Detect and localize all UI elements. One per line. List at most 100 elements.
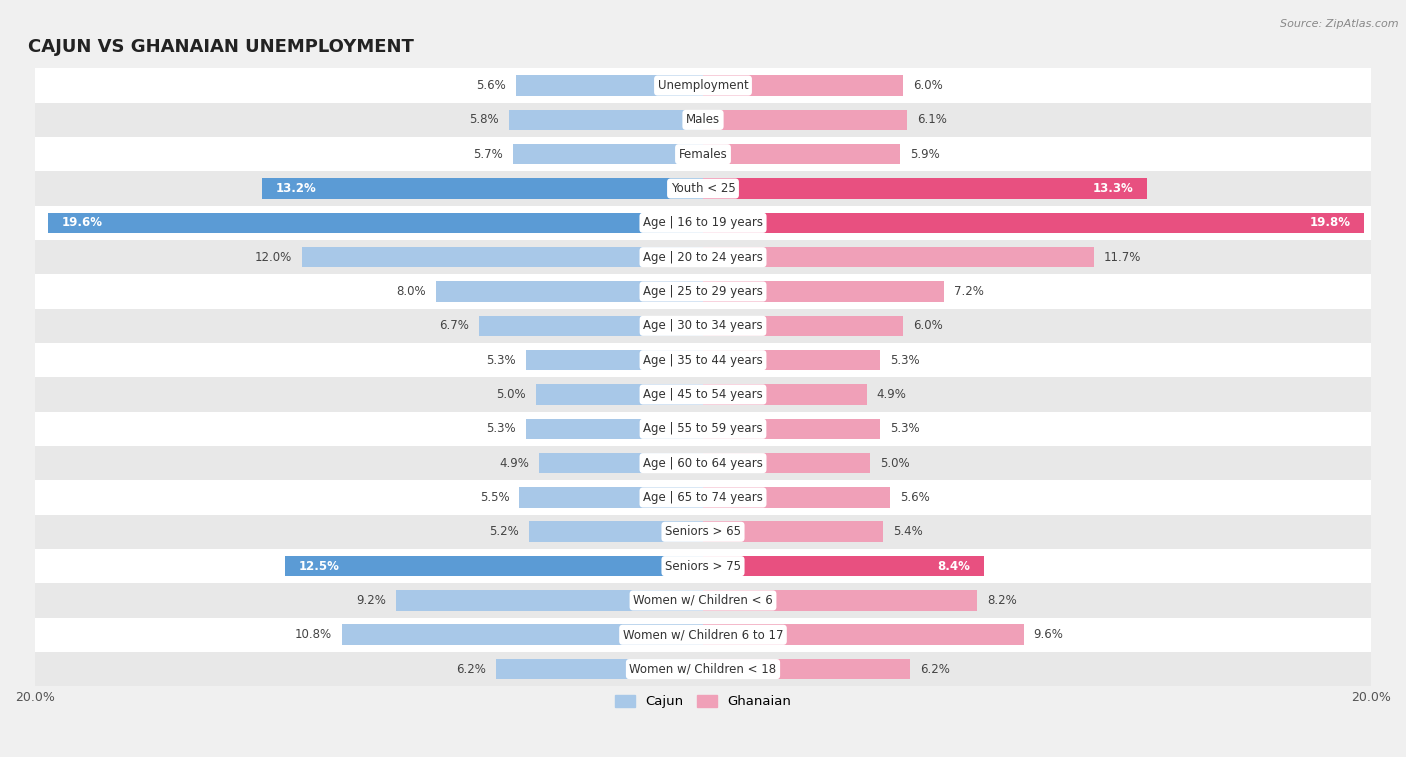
Bar xyxy=(35,206,1371,240)
Text: 5.9%: 5.9% xyxy=(910,148,939,160)
Text: 19.8%: 19.8% xyxy=(1310,217,1351,229)
Text: 5.0%: 5.0% xyxy=(880,456,910,469)
Bar xyxy=(35,240,1371,274)
Bar xyxy=(35,103,1371,137)
Bar xyxy=(35,274,1371,309)
Bar xyxy=(513,144,703,164)
Text: Age | 20 to 24 years: Age | 20 to 24 years xyxy=(643,251,763,263)
Bar xyxy=(703,659,910,679)
Bar xyxy=(519,488,703,508)
Text: 8.0%: 8.0% xyxy=(396,285,426,298)
Text: 5.3%: 5.3% xyxy=(486,422,516,435)
Text: 9.6%: 9.6% xyxy=(1033,628,1063,641)
Bar xyxy=(285,556,703,576)
Bar xyxy=(703,144,900,164)
Bar xyxy=(703,419,880,439)
Text: 6.2%: 6.2% xyxy=(920,662,950,675)
Text: 5.3%: 5.3% xyxy=(890,354,920,366)
Bar xyxy=(703,556,984,576)
Text: Women w/ Children < 6: Women w/ Children < 6 xyxy=(633,594,773,607)
Text: 9.2%: 9.2% xyxy=(356,594,385,607)
Text: 5.7%: 5.7% xyxy=(472,148,502,160)
Text: 8.4%: 8.4% xyxy=(938,559,970,572)
Bar xyxy=(479,316,703,336)
Bar xyxy=(35,309,1371,343)
Bar xyxy=(35,515,1371,549)
Bar xyxy=(48,213,703,233)
Text: Age | 55 to 59 years: Age | 55 to 59 years xyxy=(643,422,763,435)
Bar xyxy=(703,453,870,473)
Text: Unemployment: Unemployment xyxy=(658,79,748,92)
Text: 5.3%: 5.3% xyxy=(486,354,516,366)
Bar xyxy=(703,625,1024,645)
Text: Seniors > 65: Seniors > 65 xyxy=(665,525,741,538)
Bar xyxy=(703,385,866,405)
Bar xyxy=(529,522,703,542)
Text: 19.6%: 19.6% xyxy=(62,217,103,229)
Text: 6.1%: 6.1% xyxy=(917,114,946,126)
Legend: Cajun, Ghanaian: Cajun, Ghanaian xyxy=(610,690,796,714)
Bar xyxy=(703,75,904,96)
Bar xyxy=(703,247,1094,267)
Bar xyxy=(703,178,1147,199)
Text: Age | 30 to 34 years: Age | 30 to 34 years xyxy=(643,319,763,332)
Bar xyxy=(35,171,1371,206)
Text: CAJUN VS GHANAIAN UNEMPLOYMENT: CAJUN VS GHANAIAN UNEMPLOYMENT xyxy=(28,38,415,56)
Text: 6.2%: 6.2% xyxy=(456,662,486,675)
Bar xyxy=(536,385,703,405)
Text: 7.2%: 7.2% xyxy=(953,285,983,298)
Text: Age | 35 to 44 years: Age | 35 to 44 years xyxy=(643,354,763,366)
Bar xyxy=(703,213,1364,233)
Bar xyxy=(35,137,1371,171)
Bar xyxy=(526,419,703,439)
Bar xyxy=(302,247,703,267)
Bar xyxy=(436,281,703,302)
Text: 5.8%: 5.8% xyxy=(470,114,499,126)
Bar xyxy=(703,350,880,370)
Text: Males: Males xyxy=(686,114,720,126)
Bar xyxy=(703,590,977,611)
Bar xyxy=(35,343,1371,377)
Bar xyxy=(516,75,703,96)
Bar xyxy=(703,488,890,508)
Text: Women w/ Children < 18: Women w/ Children < 18 xyxy=(630,662,776,675)
Text: 4.9%: 4.9% xyxy=(499,456,529,469)
Bar xyxy=(35,618,1371,652)
Bar xyxy=(496,659,703,679)
Text: 5.4%: 5.4% xyxy=(893,525,924,538)
Text: Females: Females xyxy=(679,148,727,160)
Text: 5.0%: 5.0% xyxy=(496,388,526,401)
Text: Age | 25 to 29 years: Age | 25 to 29 years xyxy=(643,285,763,298)
Text: 5.6%: 5.6% xyxy=(477,79,506,92)
Text: Age | 45 to 54 years: Age | 45 to 54 years xyxy=(643,388,763,401)
Text: 6.7%: 6.7% xyxy=(439,319,470,332)
Text: 13.2%: 13.2% xyxy=(276,182,316,195)
Bar xyxy=(35,480,1371,515)
Text: Age | 65 to 74 years: Age | 65 to 74 years xyxy=(643,491,763,504)
Bar xyxy=(703,316,904,336)
Text: Seniors > 75: Seniors > 75 xyxy=(665,559,741,572)
Text: Women w/ Children 6 to 17: Women w/ Children 6 to 17 xyxy=(623,628,783,641)
Bar xyxy=(703,522,883,542)
Bar xyxy=(703,281,943,302)
Text: 13.3%: 13.3% xyxy=(1092,182,1133,195)
Text: 4.9%: 4.9% xyxy=(877,388,907,401)
Bar xyxy=(35,412,1371,446)
Bar xyxy=(703,110,907,130)
Text: Age | 16 to 19 years: Age | 16 to 19 years xyxy=(643,217,763,229)
Bar xyxy=(35,68,1371,103)
Bar xyxy=(35,652,1371,687)
Bar xyxy=(35,549,1371,584)
Text: 6.0%: 6.0% xyxy=(914,319,943,332)
Bar xyxy=(342,625,703,645)
Text: Source: ZipAtlas.com: Source: ZipAtlas.com xyxy=(1281,19,1399,29)
Text: 12.0%: 12.0% xyxy=(254,251,292,263)
Bar xyxy=(540,453,703,473)
Bar xyxy=(262,178,703,199)
Text: Age | 60 to 64 years: Age | 60 to 64 years xyxy=(643,456,763,469)
Text: Youth < 25: Youth < 25 xyxy=(671,182,735,195)
Text: 5.5%: 5.5% xyxy=(479,491,509,504)
Text: 10.8%: 10.8% xyxy=(295,628,332,641)
Bar xyxy=(35,446,1371,480)
Bar xyxy=(509,110,703,130)
